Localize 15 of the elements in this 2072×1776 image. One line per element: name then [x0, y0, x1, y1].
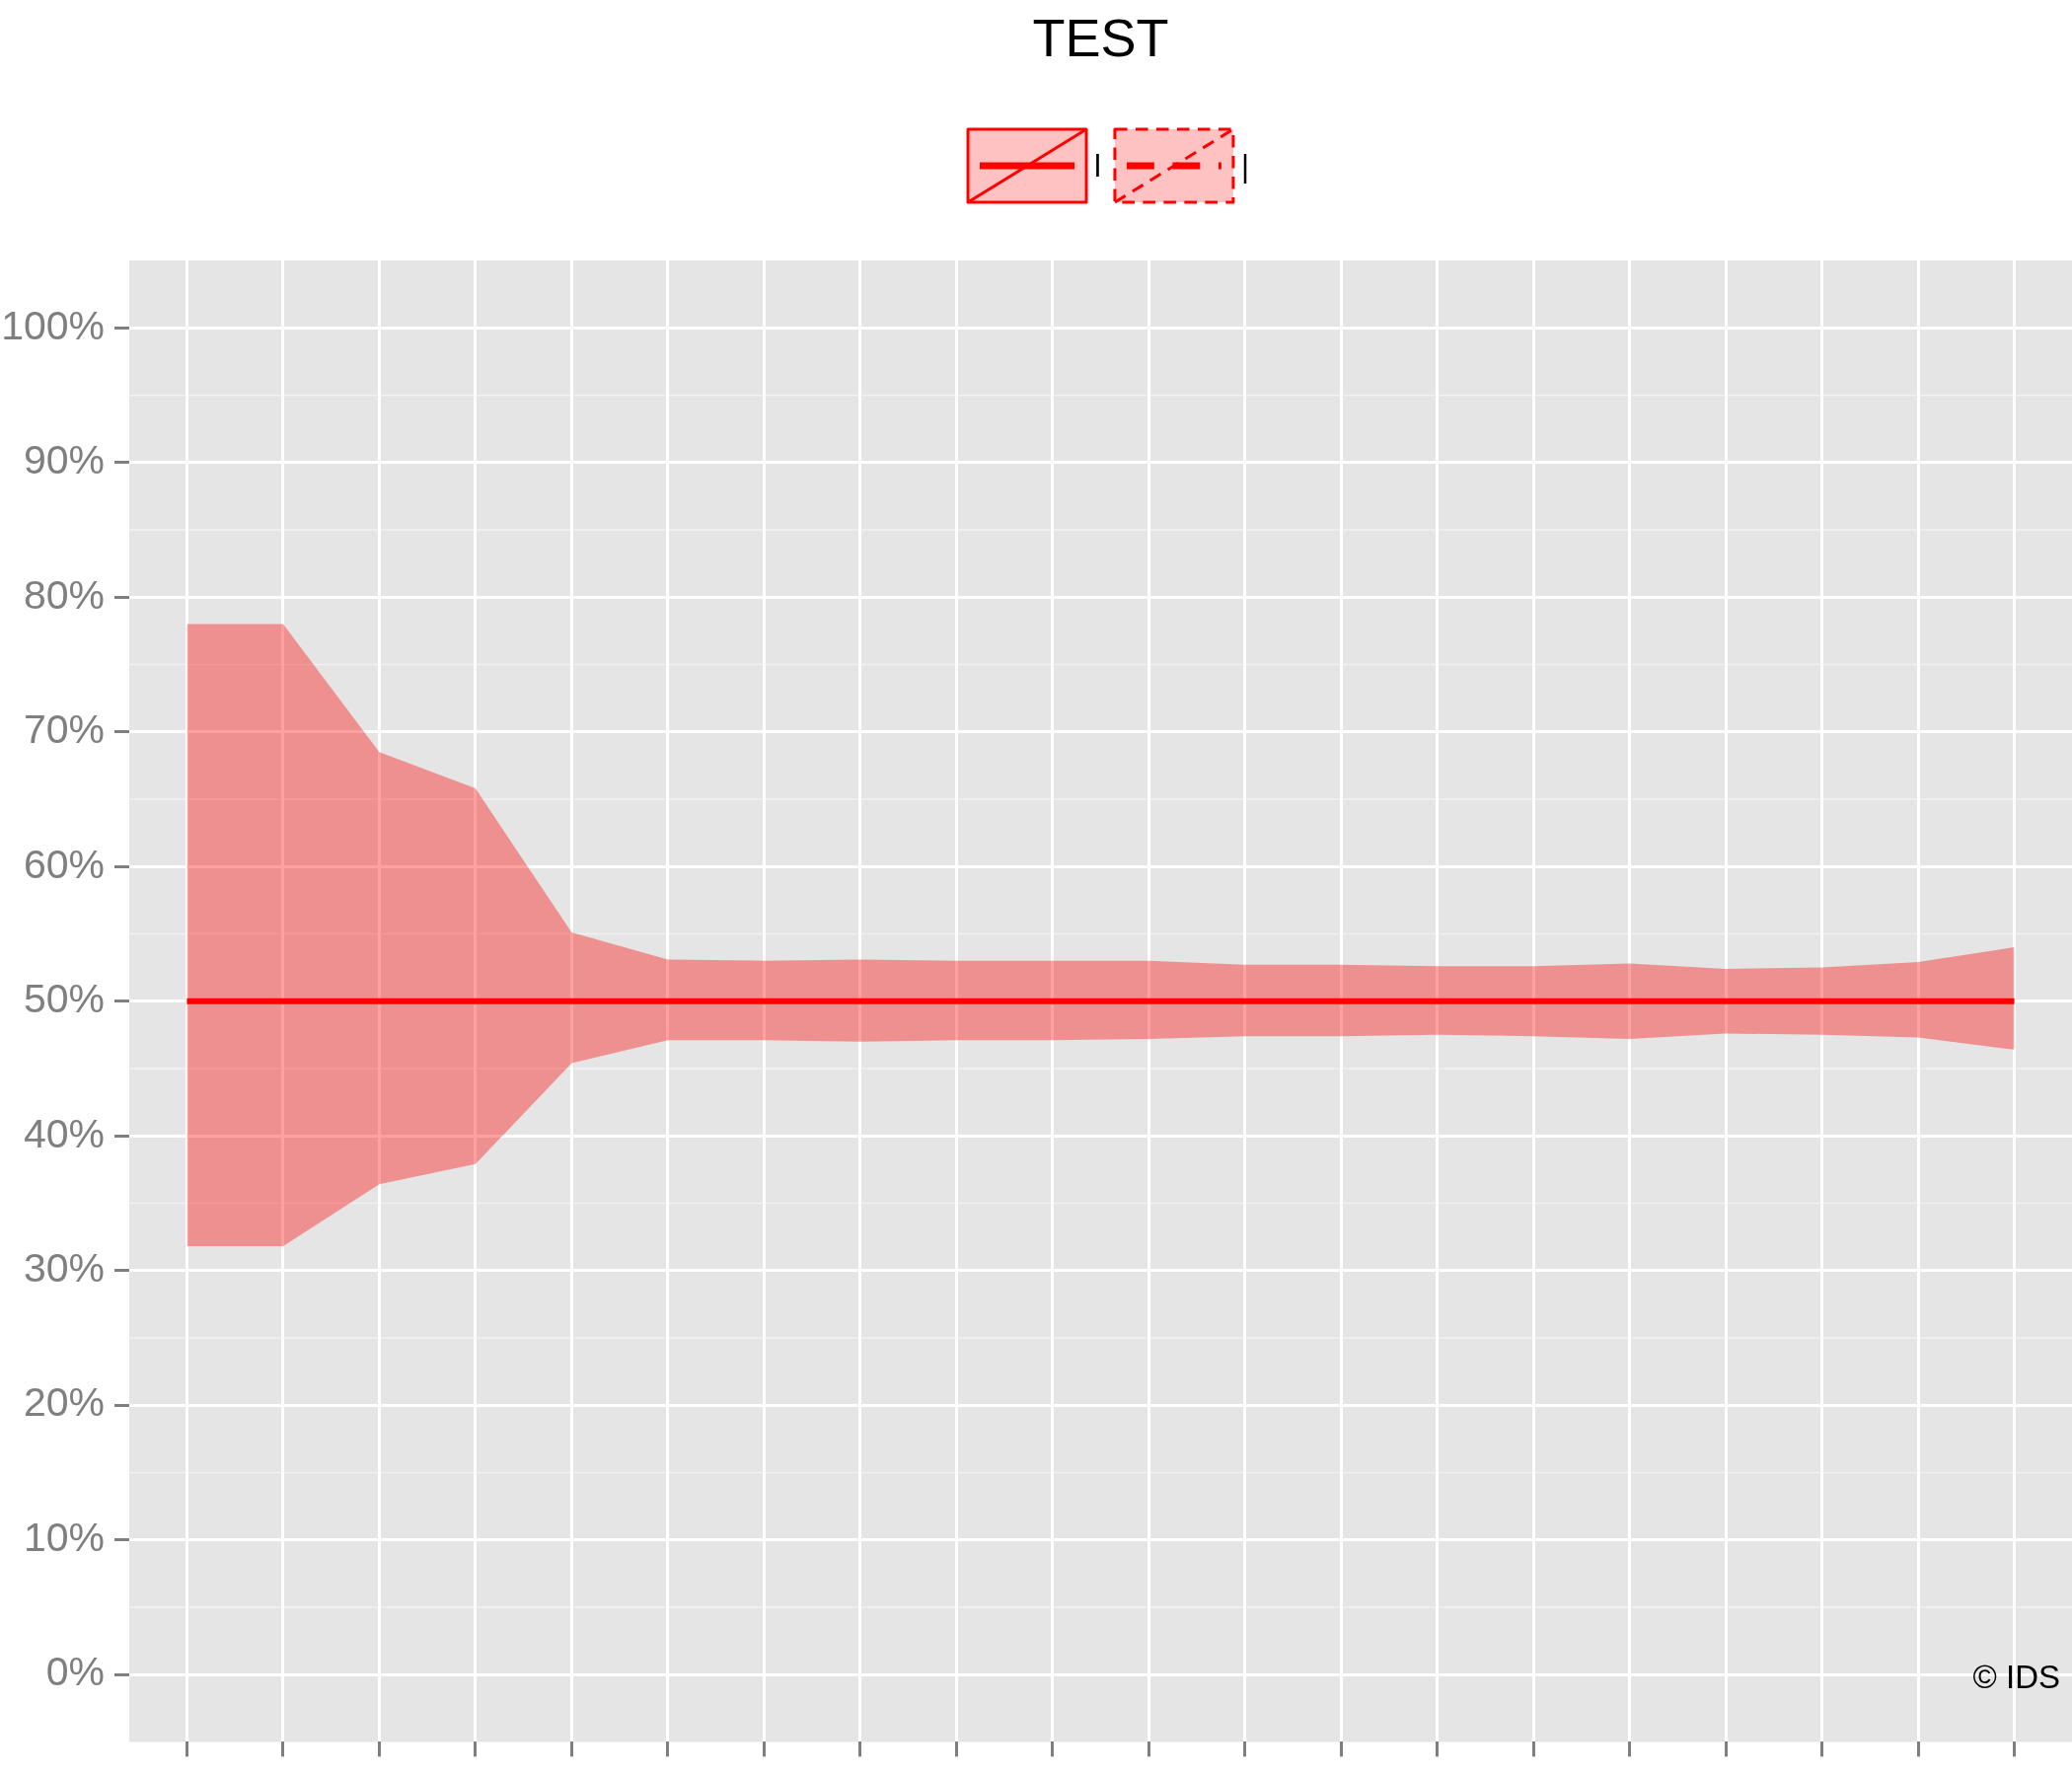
y-tick-label: 80%	[23, 571, 105, 618]
y-tick-label: 40%	[23, 1110, 105, 1156]
y-tick-label: 10%	[23, 1514, 105, 1560]
y-tick-label: 60%	[23, 841, 105, 887]
y-tick-label: 20%	[23, 1379, 105, 1426]
y-tick-label: 30%	[23, 1244, 105, 1291]
y-tick-label: 70%	[23, 706, 105, 753]
y-tick-label: 100%	[1, 302, 105, 348]
legend-label: l	[1094, 148, 1101, 184]
legend-label: |	[1240, 148, 1249, 184]
y-tick-label: 90%	[23, 437, 105, 483]
chart-title: TEST	[1032, 7, 1169, 67]
y-tick-label: 0%	[45, 1649, 105, 1695]
y-tick-label: 50%	[23, 976, 105, 1022]
annotation: © IDS	[1972, 1659, 2060, 1696]
